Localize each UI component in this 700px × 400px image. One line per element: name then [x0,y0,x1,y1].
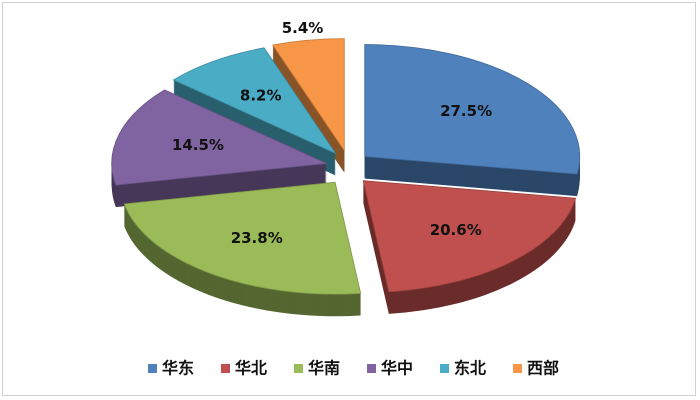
pie-slice-东北 [172,47,337,176]
data-label: 23.8% [231,229,283,247]
data-label: 8.2% [240,87,282,105]
pie-slice-华南 [123,181,362,317]
pie-slice-华中 [111,89,329,208]
legend-label: 华北 [235,359,267,378]
legend-item: 西部 [513,359,559,378]
legend-label: 西部 [527,359,559,378]
chart-frame [2,2,696,396]
legend-swatch [294,364,303,373]
pie-slice-华东 [364,44,581,197]
legend-item: 华中 [367,359,413,378]
data-label: 14.5% [172,136,224,154]
data-label: 27.5% [440,102,492,120]
legend-swatch [148,364,157,373]
pie-slice-华北 [362,180,577,314]
legend-swatch [367,364,376,373]
legend-item: 东北 [440,359,486,378]
legend-label: 华中 [381,359,413,378]
legend-swatch [440,364,449,373]
legend-item: 华东 [148,359,194,378]
data-label: 5.4% [282,19,324,37]
legend-label: 华东 [162,359,194,378]
legend-swatch [221,364,230,373]
legend-swatch [513,364,522,373]
legend-label: 东北 [454,359,486,378]
legend-item: 华北 [221,359,267,378]
legend-label: 华南 [308,359,340,378]
legend-item: 华南 [294,359,340,378]
data-label: 20.6% [430,221,482,239]
